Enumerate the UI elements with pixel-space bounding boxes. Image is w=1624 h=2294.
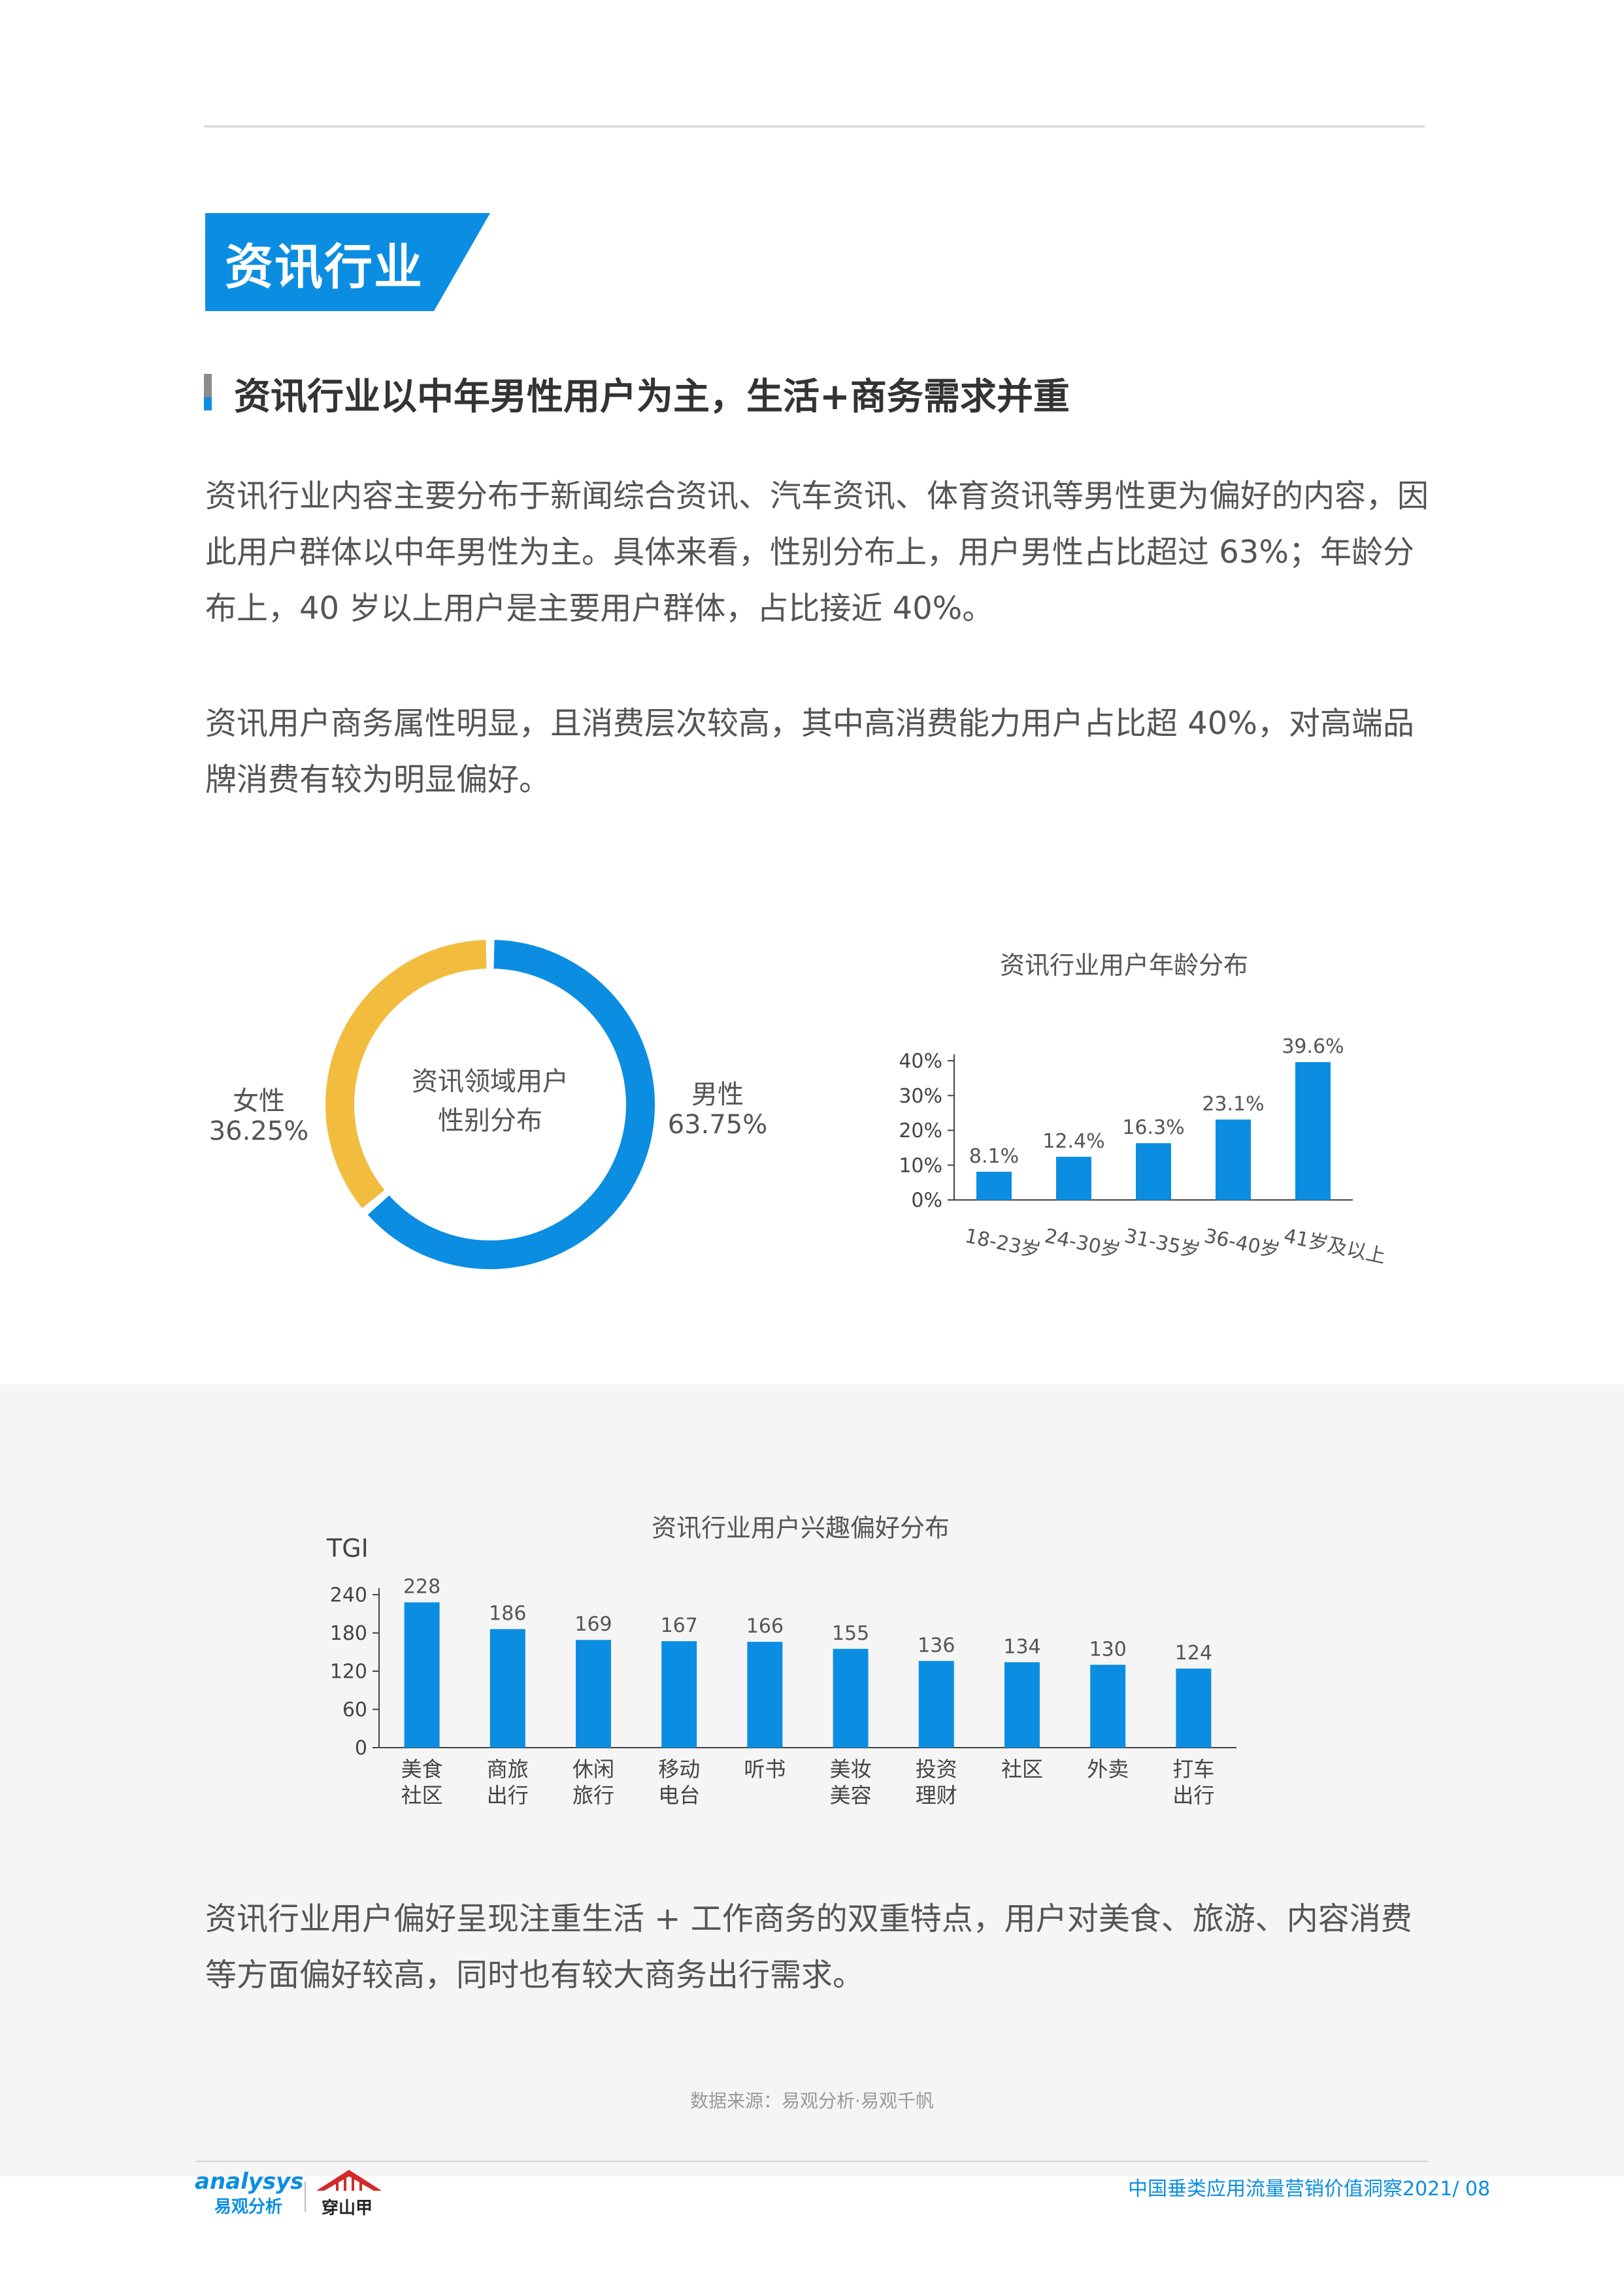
female-legend: 女性 36.25% (207, 1086, 311, 1146)
interest-bar (489, 1629, 525, 1748)
interest-value-label: 167 (661, 1614, 698, 1637)
subtitle: 资讯行业以中年男性用户为主，生活+商务需求并重 (234, 376, 1070, 418)
interest-category-label: 出行 (1172, 1783, 1214, 1808)
interest-panel (0, 1384, 1624, 2176)
interest-category-label: 休闲 (572, 1757, 614, 1782)
partner-logo: 穿山甲 (316, 2169, 388, 2219)
partner-logo-cn: 穿山甲 (322, 2199, 373, 2218)
analysys-logo-text: analysys (195, 2169, 304, 2195)
interest-category-label: 出行 (487, 1783, 529, 1808)
donut-slice-male (367, 940, 655, 1269)
interest-tick-label: 240 (330, 1584, 367, 1607)
age-value-label: 39.6% (1282, 1035, 1344, 1058)
age-value-label: 8.1% (969, 1145, 1019, 1168)
footer-divider (196, 2161, 1428, 2162)
age-category-label: 31-35岁 (1122, 1225, 1202, 1263)
interest-category-label: 旅行 (572, 1783, 614, 1808)
logo-separator (305, 2182, 306, 2212)
interest-value-label: 136 (918, 1634, 955, 1657)
source-note: 数据来源：易观分析·易观千帆 (690, 2090, 934, 2112)
age-category-label: 18-23岁 (963, 1225, 1042, 1263)
interest-bar (918, 1661, 954, 1748)
male-value: 63.75% (667, 1110, 768, 1140)
age-value-label: 12.4% (1042, 1130, 1104, 1153)
age-bar (976, 1171, 1012, 1200)
paragraph-intro: 资讯行业内容主要分布于新闻综合资讯、汽车资讯、体育资讯等男性更为偏好的内容，因此… (205, 478, 1429, 627)
interest-category-label: 理财 (916, 1783, 957, 1808)
interest-category-label: 社区 (1001, 1757, 1043, 1782)
interest-bar (1004, 1662, 1040, 1748)
age-category-label: 24-30岁 (1042, 1225, 1122, 1263)
interest-value-label: 186 (489, 1603, 526, 1625)
interest-category-label: 移动 (658, 1757, 700, 1782)
donut-center-line1: 资讯领域用户 (412, 1067, 569, 1097)
male-legend: 男性 63.75% (665, 1080, 770, 1140)
section-title: 资讯行业 (225, 239, 423, 295)
age-tick-label: 0% (911, 1189, 942, 1212)
female-value: 36.25% (208, 1116, 309, 1146)
age-bar-chart: 0% 10% 20% 30% 40% 8.1% 18-23岁 12.4% 24-30岁 16.3%… (899, 1035, 1387, 1269)
interest-category-label: 社区 (401, 1783, 443, 1808)
partner-logo-icon (316, 2170, 382, 2191)
age-bar (1216, 1119, 1251, 1200)
age-bar (1136, 1143, 1171, 1200)
interest-bar (747, 1642, 783, 1748)
analysys-logo-cn: 易观分析 (214, 2197, 283, 2217)
interest-category-label: 美容 (830, 1783, 872, 1808)
section-banner (205, 213, 490, 311)
gender-donut-chart (325, 940, 655, 1269)
interest-category-label: 投资 (916, 1757, 957, 1782)
donut-center-label: 资讯领域用户 性别分布 (366, 1067, 614, 1136)
interest-category-label: 电台 (658, 1783, 700, 1808)
female-label: 女性 (233, 1086, 285, 1116)
paragraph-interest: 资讯行业用户偏好呈现注重生活 + 工作商务的双重特点，用户对美食、旅游、内容消费… (205, 1901, 1412, 1993)
interest-value-label: 155 (832, 1622, 869, 1645)
interest-tick-label: 180 (330, 1622, 367, 1645)
interest-y-axis-title: TGI (326, 1536, 369, 1563)
age-category-label: 41岁及以上 (1282, 1225, 1387, 1269)
subtitle-marker-accent (204, 397, 212, 410)
analysys-logo: analysys 易观分析 (195, 2170, 306, 2218)
interest-bar (1090, 1665, 1126, 1748)
male-label: 男性 (691, 1080, 744, 1110)
top-divider (204, 125, 1425, 127)
interest-category-label: 商旅 (487, 1757, 529, 1782)
age-tick-label: 20% (899, 1120, 942, 1142)
age-tick-label: 40% (899, 1050, 942, 1073)
interest-value-label: 169 (574, 1613, 612, 1636)
interest-bar (661, 1641, 697, 1748)
paragraph-business: 资讯用户商务属性明显，且消费层次较高，其中高消费能力用户占比超 40%，对高端品… (205, 705, 1414, 798)
interest-tick-label: 0 (355, 1737, 367, 1760)
interest-value-label: 130 (1089, 1638, 1127, 1661)
donut-slice-female (325, 940, 487, 1208)
interest-bar (833, 1648, 869, 1748)
interest-bar (576, 1640, 611, 1748)
age-chart-title: 资讯行业用户年龄分布 (1000, 951, 1249, 980)
interest-category-label: 外卖 (1087, 1757, 1129, 1782)
interest-chart-title: 资讯行业用户兴趣偏好分布 (652, 1514, 950, 1542)
report-title: 中国垂类应用流量营销价值洞察2021/ 08 (1128, 2178, 1491, 2201)
interest-category-label: 听书 (744, 1757, 786, 1782)
interest-category-label: 打车 (1172, 1757, 1214, 1782)
age-category-label: 36-40岁 (1202, 1225, 1282, 1263)
interest-category-label: 美妆 (830, 1757, 872, 1782)
age-tick-label: 30% (899, 1085, 942, 1108)
interest-tick-label: 60 (342, 1699, 367, 1721)
interest-category-label: 美食 (401, 1757, 443, 1782)
interest-bar (1176, 1669, 1212, 1748)
interest-value-label: 166 (746, 1615, 784, 1638)
age-bar (1295, 1062, 1331, 1200)
age-value-label: 23.1% (1202, 1093, 1264, 1116)
age-tick-label: 10% (899, 1154, 942, 1177)
interest-value-label: 228 (403, 1576, 440, 1599)
age-bar (1056, 1156, 1091, 1200)
age-value-label: 16.3% (1122, 1116, 1184, 1139)
interest-tick-label: 120 (330, 1661, 367, 1684)
donut-center-line2: 性别分布 (438, 1106, 542, 1136)
interest-value-label: 134 (1003, 1635, 1040, 1658)
interest-value-label: 124 (1175, 1642, 1212, 1665)
interest-bar (404, 1602, 440, 1748)
